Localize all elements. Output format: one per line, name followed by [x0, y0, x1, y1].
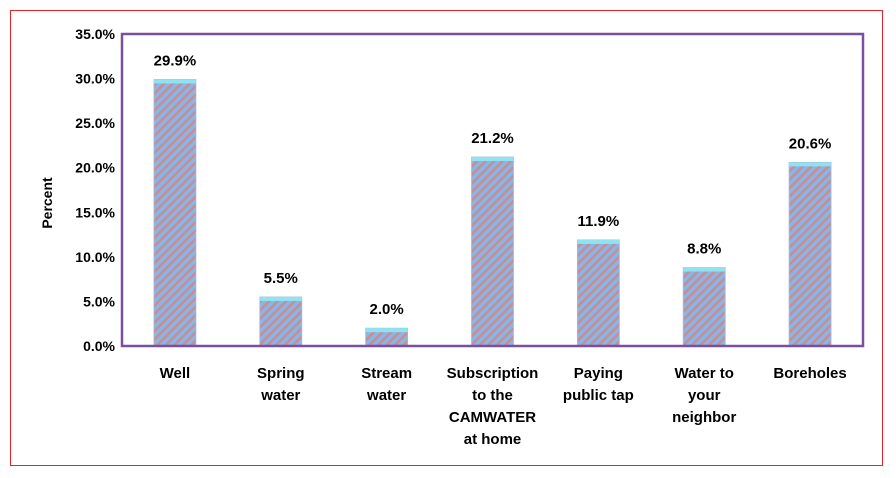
bar	[259, 296, 303, 347]
data-label: 5.5%	[264, 270, 298, 287]
bar-top-edge	[259, 296, 302, 301]
bar-group: 29.9%	[153, 52, 197, 347]
bar	[471, 156, 514, 347]
x-tick-label: Stream water	[361, 365, 412, 404]
x-tick-label: Water to your neighbor	[672, 365, 736, 426]
data-label: 2.0%	[370, 301, 404, 318]
bar	[576, 239, 620, 347]
y-tick-label: 35.0%	[75, 26, 115, 42]
bar-top-edge	[153, 79, 196, 84]
data-label: 20.6%	[789, 135, 832, 152]
y-tick-label: 25.0%	[75, 115, 115, 131]
y-tick-label: 0.0%	[83, 338, 115, 354]
x-tick-label: Boreholes	[773, 365, 846, 382]
bar-top-edge	[577, 239, 620, 244]
bar-group: 11.9%	[576, 213, 620, 347]
data-label: 8.8%	[687, 241, 721, 258]
y-tick-label: 20.0%	[75, 160, 115, 176]
bar-group: 8.8%	[682, 241, 726, 347]
y-tick-label: 15.0%	[75, 204, 115, 220]
y-axis-label: Percent	[39, 177, 55, 229]
bar-top-edge	[471, 157, 514, 162]
x-tick-label: Subscription to the CAMWATER at home	[447, 365, 539, 448]
bar	[682, 267, 726, 347]
bar	[153, 79, 197, 347]
bar-group: 21.2%	[471, 130, 514, 347]
bars: 29.9% Well 5.5% Spring water 2.0% Stream water 2…	[153, 52, 847, 448]
y-tick-label: 5.0%	[83, 293, 115, 309]
bar-group: 5.5%	[259, 270, 303, 347]
plot-area-border	[120, 32, 865, 348]
bar	[788, 161, 832, 347]
y-axis: 0.0% 5.0% 10.0% 15.0% 20.0% 25.0% 30.0% 35.0%	[75, 26, 115, 354]
x-tick-label: Paying public tap	[563, 365, 634, 404]
data-label: 21.2%	[471, 130, 514, 147]
bar-top-edge	[683, 267, 726, 272]
bar-group: 2.0%	[365, 301, 409, 347]
y-tick-label: 10.0%	[75, 249, 115, 265]
bar-top-edge	[365, 328, 408, 333]
x-tick-label: Spring water	[257, 365, 305, 404]
data-label: 11.9%	[577, 213, 619, 230]
y-tick-label: 30.0%	[75, 71, 115, 87]
x-tick-label: Well	[160, 365, 191, 382]
bar-group: 20.6%	[788, 135, 832, 347]
bar-top-edge	[789, 162, 832, 167]
data-label: 29.9%	[154, 52, 197, 69]
